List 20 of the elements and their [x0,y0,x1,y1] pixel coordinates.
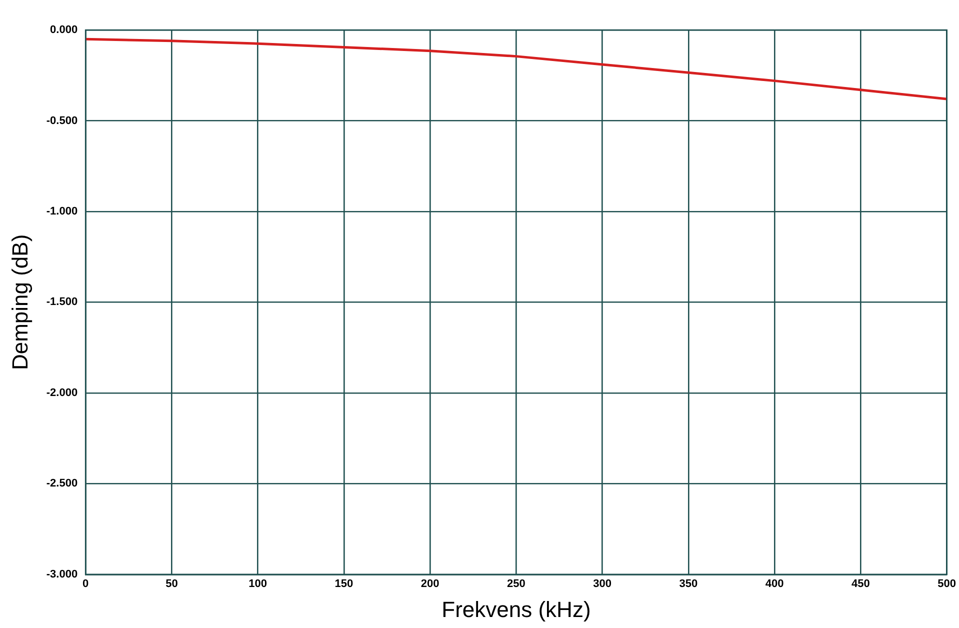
x-tick-label: 100 [248,578,268,590]
y-tick-label: -1.000 [46,206,78,218]
y-axis-title: Demping (dB) [7,234,32,370]
x-tick-label: 400 [765,578,784,590]
y-tick-label: -2.000 [46,386,78,399]
x-tick-label: 0 [82,578,89,590]
x-tick-label: 250 [507,578,526,590]
x-axis-title: Frekvens (kHz) [442,596,591,622]
y-tick-label: -0.500 [46,114,78,127]
y-tick-label: -3.000 [46,568,78,580]
x-tick-label: 50 [166,578,178,590]
x-tick-label: 300 [593,578,612,590]
x-tick-label: 450 [852,578,870,590]
x-tick-label: 200 [420,578,440,590]
x-tick-label: 350 [679,578,698,590]
y-tick-label: -1.500 [46,296,78,308]
y-tick-label: -2.500 [46,478,78,490]
x-tick-label: 150 [334,578,354,590]
y-tick-label: 0.000 [50,24,78,36]
x-tick-label: 500 [938,578,956,590]
